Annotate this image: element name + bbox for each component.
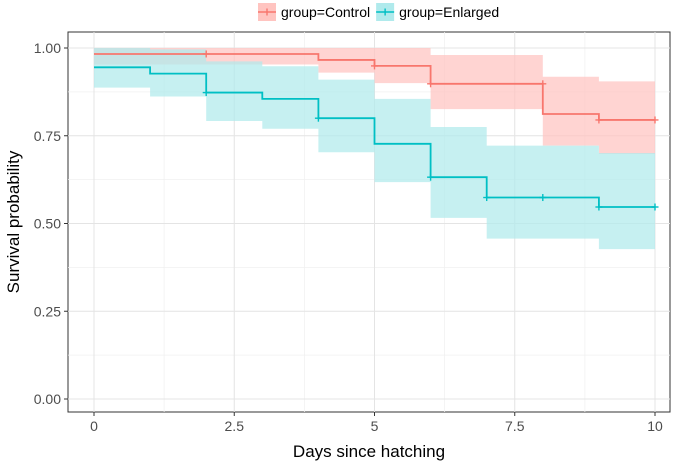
censor-mark-enlarged (539, 194, 547, 202)
legend-label-enlarged: group=Enlarged (399, 4, 499, 20)
y-tick-label: 0.50 (34, 216, 61, 232)
x-tick-label: 10 (647, 418, 663, 434)
axes: 0 2.5 5 7.5 10 0.00 0.25 0.50 0.75 1.00 (34, 40, 663, 434)
confidence-band-enlarged (94, 48, 655, 250)
censor-mark-control (202, 50, 210, 58)
legend-item-control: group=Control (258, 3, 370, 21)
censor-mark-enlarged (483, 194, 491, 202)
survival-curves (94, 53, 655, 208)
legend-item-enlarged: group=Enlarged (376, 3, 499, 21)
legend: group=Control group=Enlarged (258, 3, 499, 21)
x-tick-label: 5 (371, 418, 379, 434)
censor-marks (202, 50, 659, 211)
x-tick-label: 2.5 (225, 418, 245, 434)
x-tick-label: 0 (90, 418, 98, 434)
censor-mark-control (427, 80, 435, 88)
y-tick-label: 0.00 (34, 391, 61, 407)
censor-mark-enlarged (595, 203, 603, 211)
survival-curve-control (94, 53, 655, 121)
y-tick-label: 0.25 (34, 303, 61, 319)
confidence-bands (94, 48, 655, 250)
y-tick-label: 1.00 (34, 40, 61, 56)
y-axis-title: Survival probability (4, 150, 23, 293)
x-axis-title: Days since hatching (293, 442, 445, 461)
censor-mark-enlarged (202, 89, 210, 97)
censor-mark-control (595, 116, 603, 124)
censor-mark-enlarged (651, 203, 659, 211)
censor-mark-control (371, 62, 378, 70)
x-tick-label: 7.5 (505, 418, 525, 434)
censor-mark-enlarged (427, 173, 435, 181)
survival-curve-enlarged (94, 66, 655, 208)
censor-mark-control (651, 116, 659, 124)
censor-mark-control (539, 80, 547, 88)
legend-label-control: group=Control (281, 4, 370, 20)
censor-mark-enlarged (314, 114, 322, 122)
confidence-band-control (94, 48, 655, 155)
y-tick-label: 0.75 (34, 128, 61, 144)
